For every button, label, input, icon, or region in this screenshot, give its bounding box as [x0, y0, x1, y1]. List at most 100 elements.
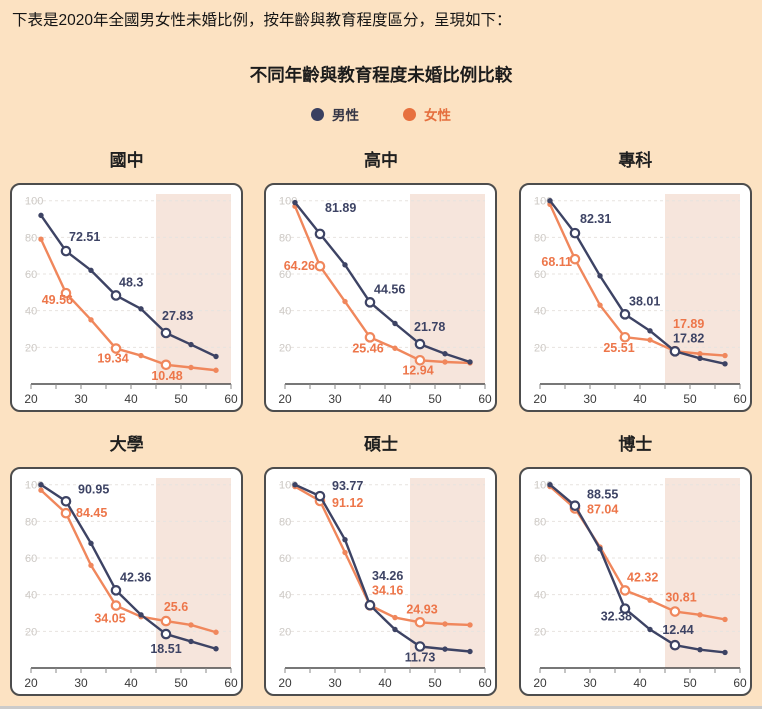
point-male-age27 [569, 227, 580, 239]
point-male-age52 [188, 638, 194, 645]
x-tick-label: 20 [533, 676, 547, 690]
y-tick-label: 100 [534, 480, 552, 492]
point-female-age27 [60, 507, 72, 519]
data-label-female-age37: 42.32 [627, 570, 658, 584]
data-label-male-age47: 17.82 [673, 331, 704, 345]
line-female-junior-high [39, 237, 218, 372]
data-label-female-age37: 34.16 [372, 583, 403, 597]
x-tick-label: 50 [174, 392, 188, 406]
x-tick-label: 60 [224, 676, 238, 690]
data-label-female-age27: 68.11 [541, 255, 572, 269]
line-female-masters [294, 485, 472, 627]
panel-title-senior-high: 高中 [363, 151, 398, 170]
data-label-female-age27: 87.04 [587, 502, 618, 516]
y-tick-label: 40 [25, 590, 37, 602]
intro-text: 下表是2020年全國男女性未婚比例，按年齡與教育程度區分，呈現如下： [12, 12, 512, 29]
x-tick-label: 30 [329, 676, 343, 690]
point-male-age27 [569, 500, 580, 511]
point-male-age27 [60, 495, 72, 507]
point-female-age42 [646, 597, 653, 603]
legend: 男性 女性 [10, 106, 752, 123]
highlight-region [664, 478, 740, 668]
chart-cell-senior-high: 高中 20 40 60 80 100 20 30 40 50 60 81.89 44.56 21.78 64… [264, 128, 498, 412]
chart-panel-junior-high: 20 40 60 80 100 20 30 40 50 60 72.51 48.3 27.83 49.56… [10, 183, 243, 412]
chart-panel-junior-college: 20 40 60 80 100 20 30 40 50 60 82.31 38.01 17.82 68.1… [518, 183, 752, 412]
point-male-age22 [38, 482, 44, 488]
y-tick-label: 60 [534, 269, 546, 281]
data-label-female-age47: 10.48 [151, 369, 182, 383]
x-tick-label: 60 [479, 392, 493, 406]
point-male-age37 [110, 585, 122, 596]
point-female-age57 [213, 629, 219, 635]
data-label-female-age27: 84.45 [76, 506, 107, 520]
point-male-age27 [60, 245, 72, 257]
data-label-male-age27: 81.89 [325, 201, 356, 215]
data-label-male-age37: 42.36 [120, 570, 151, 584]
point-male-age52 [442, 351, 449, 357]
point-male-age37 [365, 297, 376, 308]
point-male-age57 [467, 648, 474, 655]
data-label-male-age37: 48.3 [119, 275, 143, 289]
y-tick-label: 20 [25, 626, 37, 638]
chart-svg-doctorate: 20 40 60 80 100 20 30 40 50 60 88.55 32.38 12.44 87.0… [533, 478, 747, 690]
chart-svg-junior-high: 20 40 60 80 100 20 30 40 50 60 72.51 48.3 27.83 49.56… [24, 194, 238, 406]
y-tick-label: 60 [534, 553, 546, 565]
point-female-age47 [160, 359, 172, 371]
x-tick-label: 30 [74, 676, 88, 690]
data-label-female-age37: 34.05 [94, 612, 125, 626]
point-male-age42 [138, 612, 144, 618]
data-label-male-age47: 11.73 [405, 650, 436, 664]
x-tick-label: 40 [633, 676, 647, 690]
line-male-senior-high [294, 201, 472, 364]
line-male-masters [294, 483, 472, 653]
point-male-age47 [669, 346, 680, 357]
chart-cell-doctorate: 博士 20 40 60 80 100 20 30 40 50 60 88.55 32.38 12.44 87… [518, 412, 752, 696]
data-label-male-age27: 72.51 [69, 230, 100, 244]
x-tick-label: 50 [429, 676, 443, 690]
x-tick-label: 20 [279, 676, 293, 690]
data-label-male-age47: 21.78 [414, 320, 445, 334]
point-male-age32 [342, 262, 349, 268]
chart-svg-masters: 20 40 60 80 100 20 30 40 50 60 93.77 34.26 11.73 91.1… [279, 478, 492, 690]
y-tick-label: 20 [279, 342, 291, 354]
charts-grid: 國中 20 40 60 80 100 20 30 40 50 60 72.51 48.3 27.83 49.… [10, 128, 752, 696]
point-male-age22 [292, 199, 299, 206]
line-male-university [39, 483, 218, 650]
data-label-female-age47: 17.89 [673, 317, 704, 331]
data-label-male-age27: 90.95 [78, 482, 109, 496]
data-label-male-age47: 12.44 [662, 623, 693, 637]
line-male-junior-college [548, 199, 726, 366]
data-label-male-age47: 27.83 [162, 309, 193, 323]
point-female-age52 [696, 351, 703, 357]
data-label-female-age37: 19.34 [97, 352, 128, 366]
chart-cell-masters: 碩士 20 40 60 80 100 20 30 40 50 60 93.77 34.26 11.73 91… [264, 412, 498, 696]
y-tick-label: 100 [279, 480, 297, 492]
point-female-age57 [721, 352, 728, 359]
y-tick-label: 80 [534, 516, 546, 528]
point-female-age37 [110, 600, 122, 611]
point-male-age57 [467, 359, 474, 365]
point-female-age42 [138, 352, 144, 359]
point-female-age22 [38, 487, 44, 493]
point-female-age52 [188, 622, 194, 628]
data-label-female-age37: 25.46 [353, 341, 384, 355]
chart-panel-senior-high: 20 40 60 80 100 20 30 40 50 60 81.89 44.56 21.78 64.2… [264, 183, 498, 412]
point-female-age42 [646, 337, 653, 343]
x-tick-label: 30 [583, 676, 597, 690]
x-tick-label: 20 [24, 676, 38, 690]
y-tick-label: 100 [25, 196, 43, 208]
y-tick-label: 40 [25, 306, 37, 318]
point-male-age32 [88, 540, 94, 547]
point-male-age52 [442, 646, 449, 652]
page-title: 不同年齡與教育程度未婚比例比較 [249, 65, 513, 85]
highlight-region [156, 478, 231, 668]
point-male-age57 [213, 353, 219, 360]
point-male-age22 [292, 482, 299, 488]
data-label-female-age47: 24.93 [407, 602, 438, 616]
legend-item-male: 男性 [311, 106, 359, 123]
data-label-male-age27: 88.55 [587, 488, 618, 502]
point-female-age27 [569, 253, 580, 265]
x-tick-label: 20 [533, 392, 547, 406]
x-tick-label: 60 [733, 676, 747, 690]
